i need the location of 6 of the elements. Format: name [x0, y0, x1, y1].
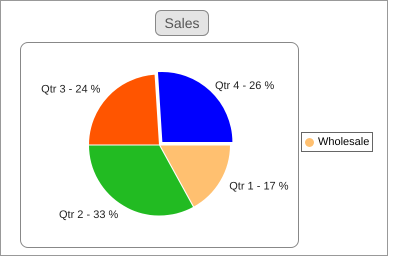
category-label: Qtr 1 - 17 % — [229, 180, 289, 192]
category-label: Qtr 4 - 26 % — [214, 80, 274, 92]
chart-title: Sales — [155, 10, 209, 36]
category-label: Qtr 3 - 24 % — [41, 84, 100, 96]
category-label: Qtr 2 - 33 % — [58, 208, 118, 221]
legend-label: Wholesale — [318, 136, 370, 148]
